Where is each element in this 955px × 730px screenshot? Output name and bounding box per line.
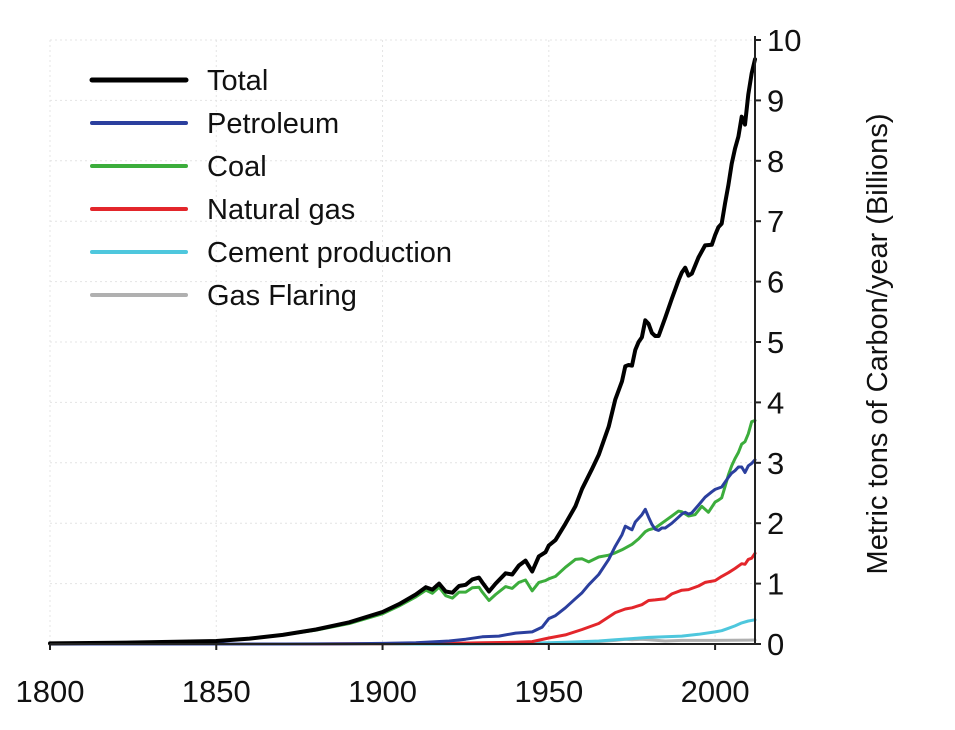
legend-item-natural-gas: Natural gas [90, 194, 355, 226]
y-tick-label: 5 [767, 325, 784, 360]
legend-label: Gas Flaring [207, 280, 357, 312]
legend-label: Natural gas [207, 194, 355, 226]
y-tick-label: 0 [767, 627, 784, 662]
x-tick-label: 1800 [16, 674, 85, 709]
legend-item-cement-production: Cement production [90, 237, 452, 269]
series-line-natural-gas [48, 551, 757, 646]
x-tick-label: 1850 [182, 674, 251, 709]
legend-label: Total [207, 65, 268, 97]
y-tick-label: 3 [767, 446, 784, 481]
y-tick-label: 10 [767, 23, 801, 58]
series-line-coal [48, 419, 757, 645]
y-tick-label: 8 [767, 144, 784, 179]
y-axis-ticks: 0 1 2 3 4 5 6 7 8 9 10 [755, 23, 801, 662]
y-tick-label: 4 [767, 385, 784, 420]
plot-area [48, 57, 757, 646]
legend: Total Petroleum Coal Natural gas Cement prod… [89, 65, 452, 312]
y-tick-label: 2 [767, 506, 784, 541]
legend-item-coal: Coal [90, 151, 267, 183]
y-axis-label: Metric tons of Carbon/year (Billions) [862, 114, 894, 575]
series-line-petroleum [48, 458, 757, 646]
y-tick-label: 7 [767, 204, 784, 239]
grid [49, 39, 755, 645]
x-tick-label: 1950 [514, 674, 583, 709]
y-tick-label: 9 [767, 83, 784, 118]
y-tick-label: 1 [767, 567, 784, 602]
x-tick-label: 2000 [681, 674, 750, 709]
legend-item-gas-flaring: Gas Flaring [90, 280, 357, 312]
legend-label: Coal [207, 151, 267, 183]
series-line-total [48, 57, 757, 646]
x-tick-label: 1900 [348, 674, 417, 709]
legend-label: Cement production [207, 237, 452, 269]
x-axis-ticks: 1800 1850 1900 1950 2000 [16, 644, 750, 709]
y-tick-label: 6 [767, 265, 784, 300]
legend-label: Petroleum [207, 108, 339, 140]
axes [50, 36, 756, 645]
legend-item-petroleum: Petroleum [90, 108, 339, 140]
legend-item-total: Total [89, 65, 268, 97]
